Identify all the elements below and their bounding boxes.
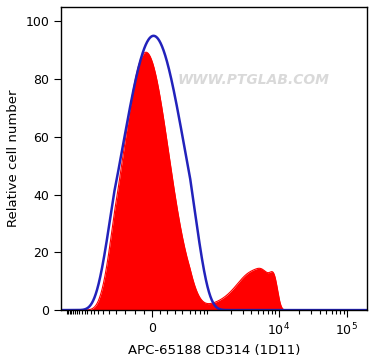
Text: WWW.PTGLAB.COM: WWW.PTGLAB.COM xyxy=(178,73,330,87)
Y-axis label: Relative cell number: Relative cell number xyxy=(7,90,20,227)
X-axis label: APC-65188 CD314 (1D11): APC-65188 CD314 (1D11) xyxy=(128,344,300,357)
